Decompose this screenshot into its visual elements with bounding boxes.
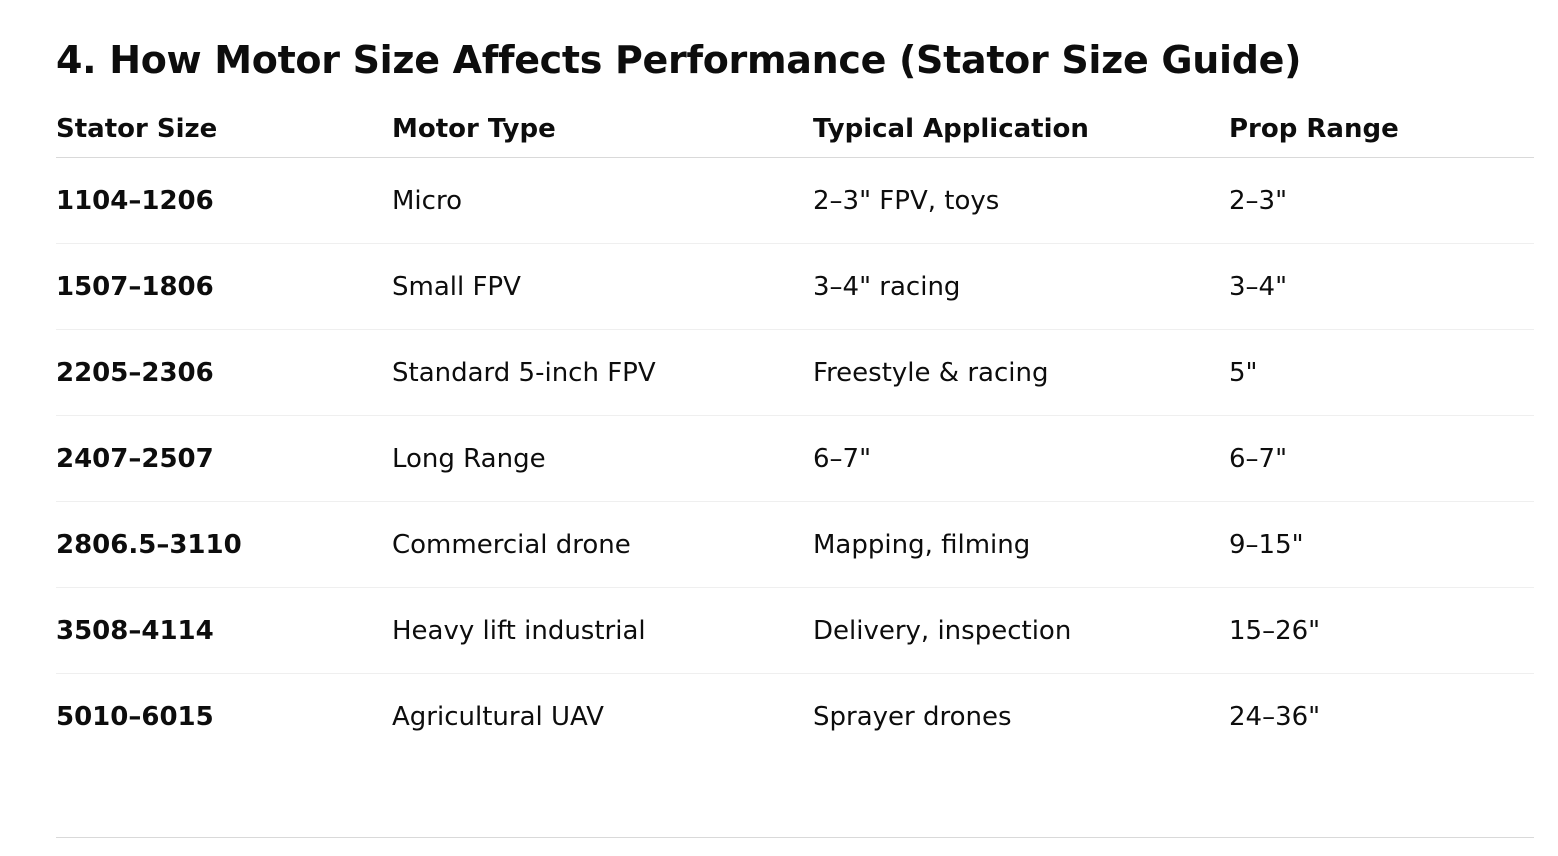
table-row: 5010–6015 Agricultural UAV Sprayer drone… [56,674,1534,760]
stator-size-cell: 1507–1806 [56,243,392,330]
motor-type-cell: Long Range [392,415,813,502]
prop-range-cell: 3–4" [1229,243,1534,330]
table-row: 1104–1206 Micro 2–3" FPV, toys 2–3" [56,157,1534,244]
stator-size-cell: 2407–2507 [56,415,392,502]
application-cell: 3–4" racing [813,243,1229,330]
table-row: 2407–2507 Long Range 6–7" 6–7" [56,415,1534,502]
section-divider [56,837,1534,838]
prop-range-cell: 24–36" [1229,701,1321,732]
motor-type-cell: Heavy lift industrial [392,587,813,674]
prop-range-cell: 9–15" [1229,501,1534,588]
motor-type-cell: Micro [392,157,813,244]
table-row: 3508–4114 Heavy lift industrial Delivery… [56,587,1534,674]
table-row: 2205–2306 Standard 5-inch FPV Freestyle … [56,329,1534,416]
motor-type-cell: Small FPV [392,243,813,330]
motor-type-cell: Agricultural UAV [392,701,604,732]
prop-range-cell: 2–3" [1229,157,1534,244]
table-header-row: Stator Size Motor Type Typical Applicati… [56,100,1534,158]
stator-size-cell: 5010–6015 [56,701,214,732]
table-row: 2806.5–3110 Commercial drone Mapping, fi… [56,501,1534,588]
header-typical-application: Typical Application [813,100,1229,158]
motor-type-cell: Commercial drone [392,501,813,588]
prop-range-cell: 5" [1229,329,1534,416]
prop-range-cell: 6–7" [1229,415,1534,502]
application-cell: Mapping, filming [813,501,1229,588]
application-cell: Freestyle & racing [813,329,1229,416]
application-cell: Sprayer drones [813,701,1012,732]
application-cell: 6–7" [813,415,1229,502]
header-prop-range: Prop Range [1229,100,1534,158]
section-heading: 4. How Motor Size Affects Performance (S… [56,38,1302,82]
application-cell: 2–3" FPV, toys [813,157,1229,244]
stator-size-cell: 3508–4114 [56,587,392,674]
application-cell: Delivery, inspection [813,587,1229,674]
stator-size-table: Stator Size Motor Type Typical Applicati… [56,100,1534,759]
stator-size-cell: 1104–1206 [56,157,392,244]
motor-type-cell: Standard 5-inch FPV [392,329,813,416]
header-motor-type: Motor Type [392,100,813,158]
stator-size-cell: 2205–2306 [56,329,392,416]
stator-size-cell: 2806.5–3110 [56,501,392,588]
table-row: 1507–1806 Small FPV 3–4" racing 3–4" [56,243,1534,330]
prop-range-cell: 15–26" [1229,587,1534,674]
header-stator-size: Stator Size [56,100,392,158]
